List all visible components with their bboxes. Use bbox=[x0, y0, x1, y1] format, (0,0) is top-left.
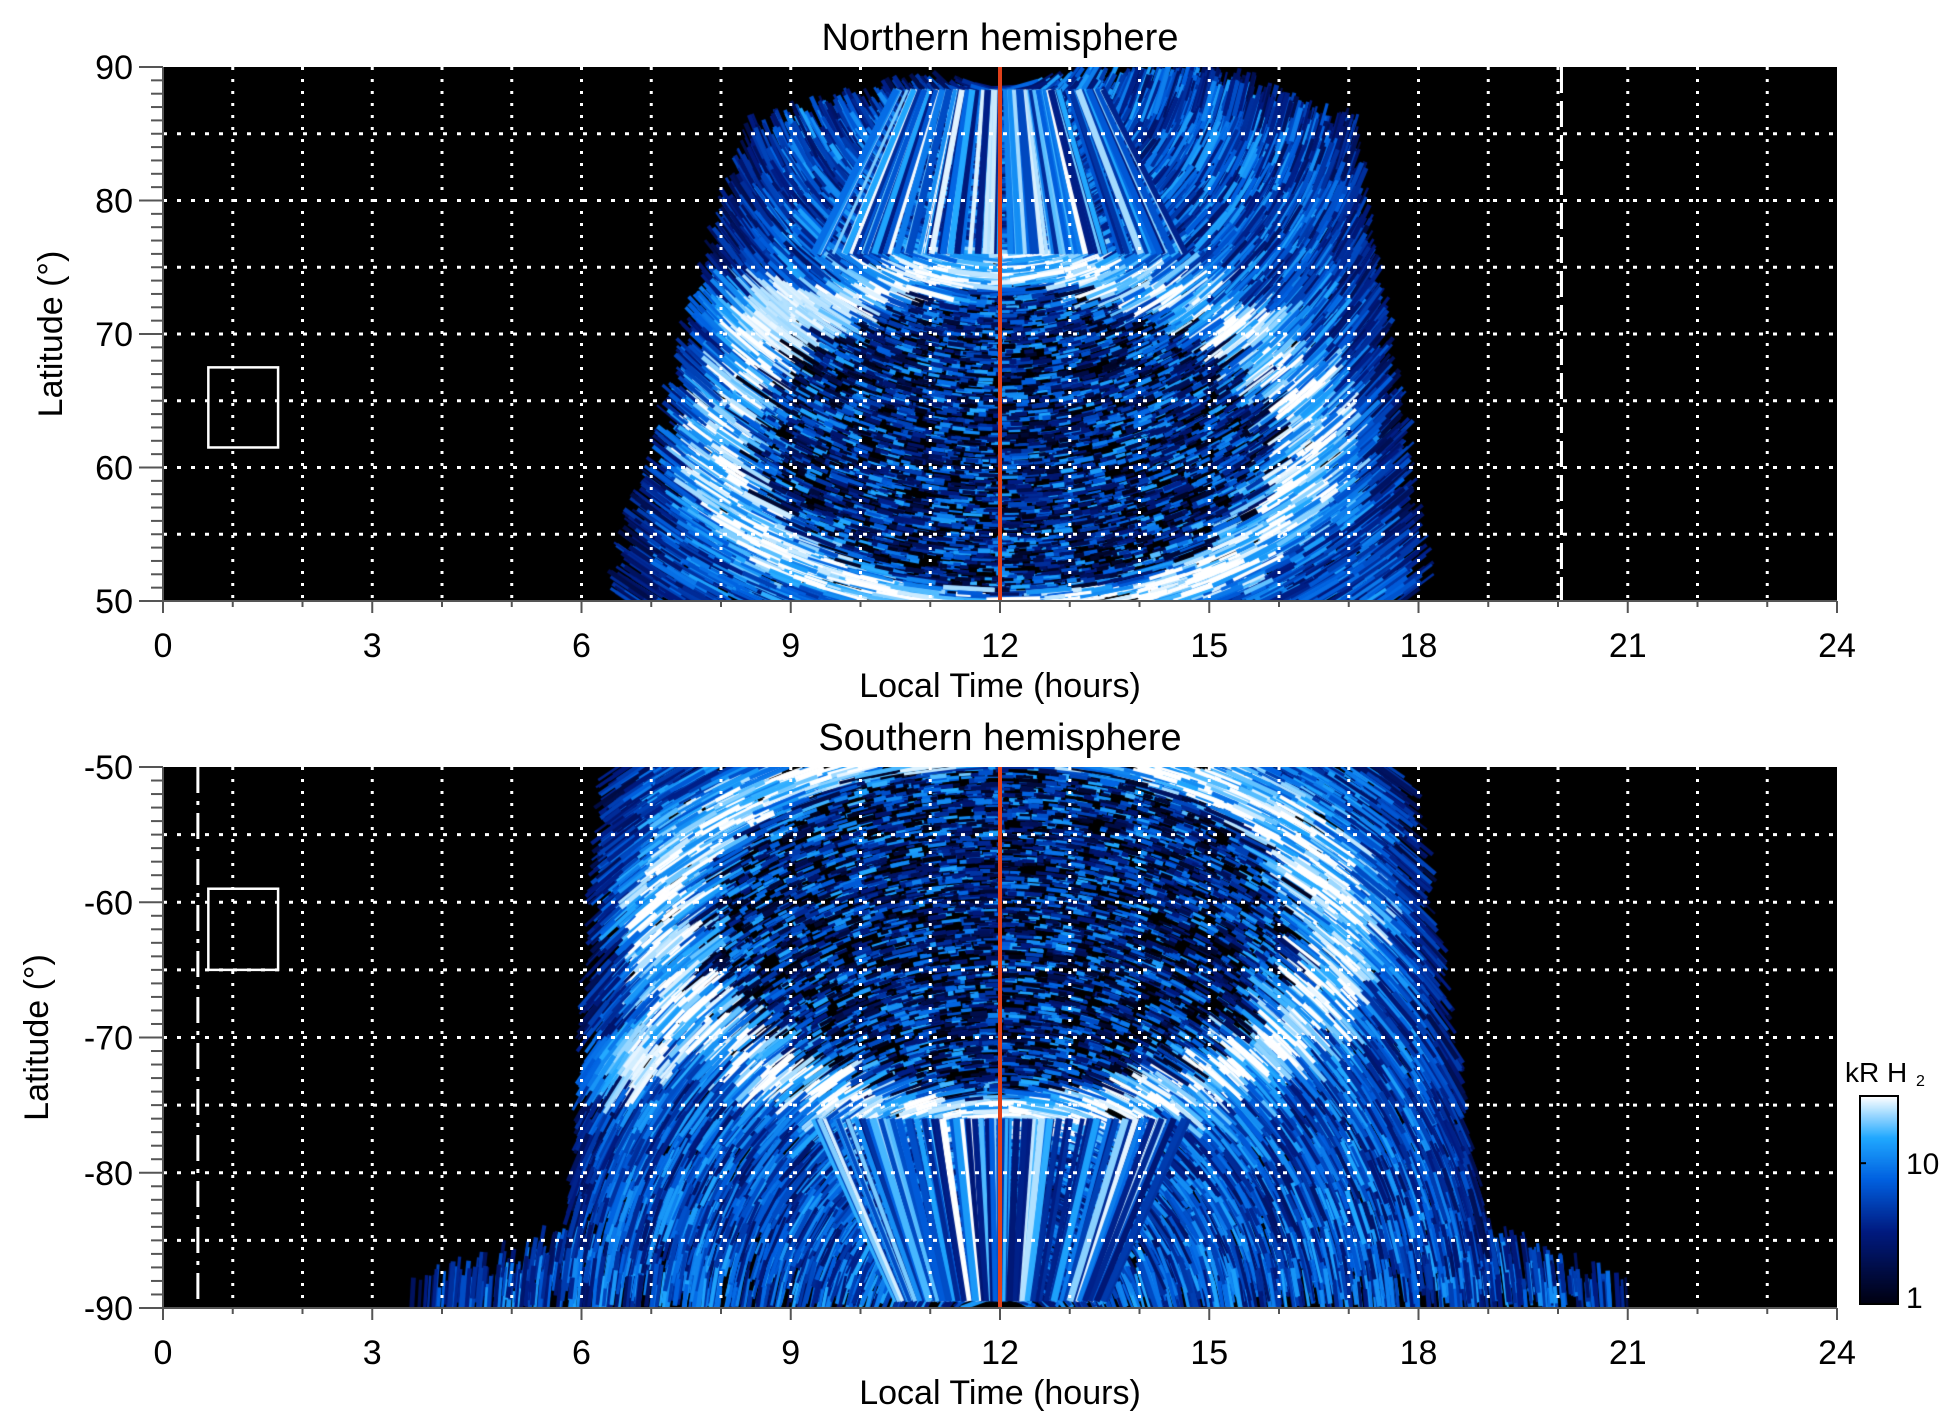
south-panel: 0 3 6 9 12 15 18 21 24 -90 -80 -70 -60 -50 Southern he… bbox=[18, 717, 1856, 1412]
x-tick-label: 21 bbox=[1609, 627, 1647, 665]
x-tick-label: 15 bbox=[1190, 627, 1228, 665]
x-tick-label: 12 bbox=[981, 627, 1019, 665]
x-axis-label: Local Time (hours) bbox=[859, 667, 1141, 705]
region-box bbox=[207, 366, 280, 449]
chart-title: Northern hemisphere bbox=[822, 17, 1179, 59]
y-axis-label: Latitude (°) bbox=[32, 251, 70, 418]
x-tick-label: 3 bbox=[363, 1334, 382, 1372]
x-tick-label: 24 bbox=[1818, 1334, 1856, 1372]
x-tick-label: 3 bbox=[363, 627, 382, 665]
y-tick-label: -60 bbox=[84, 884, 133, 922]
x-tick-label: 0 bbox=[154, 1334, 173, 1372]
x-axis-label: Local Time (hours) bbox=[859, 1374, 1141, 1412]
x-tick-label: 6 bbox=[572, 1334, 591, 1372]
x-tick-label: 18 bbox=[1400, 1334, 1438, 1372]
y-tick-label: -90 bbox=[84, 1290, 133, 1328]
north-panel: 0 3 6 9 12 15 18 21 24 50 60 70 80 90 Northern hemisph… bbox=[32, 17, 1856, 705]
x-tick-label: 12 bbox=[981, 1334, 1019, 1372]
y-tick-label: 50 bbox=[95, 583, 133, 621]
region-box bbox=[207, 887, 280, 972]
y-tick-label: 70 bbox=[95, 316, 133, 354]
y-tick-label: 90 bbox=[95, 49, 133, 87]
y-tick-label: -70 bbox=[84, 1020, 133, 1058]
x-tick-label: 0 bbox=[154, 627, 173, 665]
y-tick-label: 60 bbox=[95, 450, 133, 488]
x-tick-label: 9 bbox=[781, 1334, 800, 1372]
colorbar-frame bbox=[1859, 1095, 1899, 1305]
x-tick-label: 21 bbox=[1609, 1334, 1647, 1372]
x-tick-label: 6 bbox=[572, 627, 591, 665]
y-tick-label: 80 bbox=[95, 183, 133, 221]
x-tick-label: 18 bbox=[1400, 627, 1438, 665]
colorbar-label: kR H bbox=[1845, 1057, 1907, 1088]
x-tick-label: 24 bbox=[1818, 627, 1856, 665]
colorbar-tick-label: 1 bbox=[1906, 1282, 1923, 1315]
colorbar: 1 10 kR H 2 bbox=[1845, 1057, 1939, 1315]
x-tick-label: 15 bbox=[1190, 1334, 1228, 1372]
colorbar-gradient bbox=[1860, 1096, 1898, 1304]
y-axis-label: Latitude (°) bbox=[18, 954, 56, 1121]
y-tick-label: -80 bbox=[84, 1155, 133, 1193]
chart-title: Southern hemisphere bbox=[818, 717, 1181, 759]
y-tick-label: -50 bbox=[84, 749, 133, 787]
colorbar-label-subscript: 2 bbox=[1916, 1073, 1925, 1090]
x-tick-label: 9 bbox=[781, 627, 800, 665]
colorbar-tick-label: 10 bbox=[1906, 1148, 1939, 1181]
